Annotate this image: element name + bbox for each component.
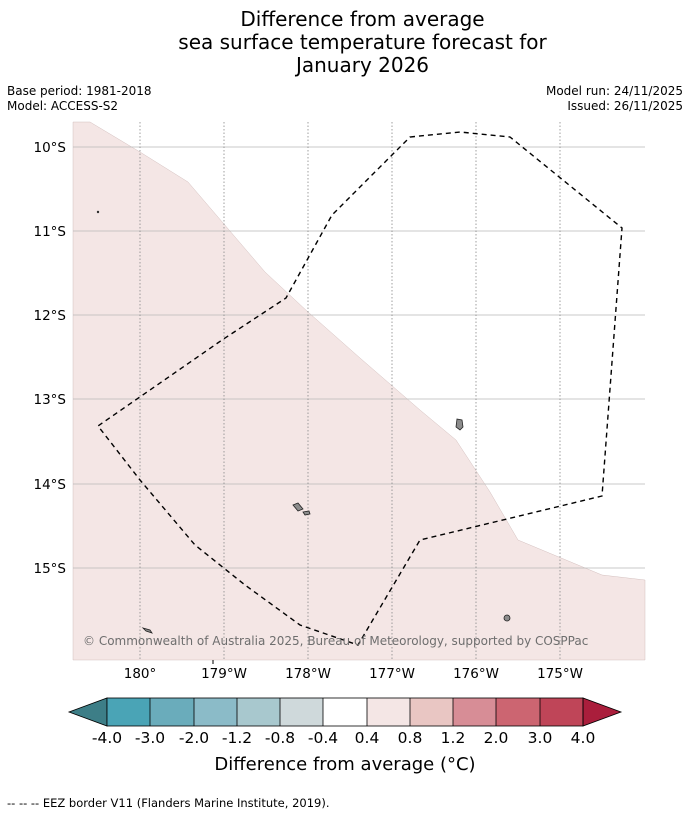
colorbar-tick-label: -0.8 [265,729,295,747]
colorbar-bin [367,698,410,726]
title-line-1: Difference from average [240,7,485,31]
issued-date: Issued: 26/11/2025 [567,99,683,113]
colorbar-bin [280,698,323,726]
meta-right: Model run: 24/11/2025 Issued: 26/11/2025 [546,84,683,114]
colorbar-tick-label: -2.0 [179,729,209,747]
map-title: Difference from average sea surface temp… [0,8,690,77]
colorbar-tick-label: 1.2 [441,729,466,747]
colorbar-tick-label: 4.0 [571,729,596,747]
colorbar-bin [453,698,496,726]
lat-label-11s: 11°S [34,224,67,240]
colorbar-tick-label: -0.4 [308,729,338,747]
lat-labels: 10°S 11°S 12°S 13°S 14°S 15°S [34,140,67,577]
colorbar-bin [540,698,583,726]
colorbar: -4.0 -3.0 -2.0 -1.2 -0.8 -0.4 0.4 0.8 1.… [67,697,623,747]
lat-label-15s: 15°S [34,561,67,577]
title-line-2: sea surface temperature forecast for [178,30,547,54]
islands [96,210,511,634]
colorbar-title: Difference from average (°C) [214,754,476,775]
lon-label-180: 180° [124,666,157,682]
meta-left: Base period: 1981-2018 Model: ACCESS-S2 [7,84,152,114]
lon-label-175w: 175°W [537,666,583,682]
island-tiny [96,210,100,214]
island-futuna [292,502,304,512]
colorbar-bin [150,698,194,726]
eez-footnote: -- -- -- EEZ border V11 (Flanders Marine… [7,796,330,810]
lon-gridlines [139,122,561,660]
colorbar-bin [107,698,150,726]
lon-label-178w: 178°W [285,666,331,682]
lon-label-177w: 177°W [369,666,415,682]
colorbar-bin [237,698,280,726]
colorbar-tick-label: -3.0 [135,729,165,747]
colorbar-bin [194,698,237,726]
island-wallis [455,418,464,431]
lat-label-12s: 12°S [34,308,67,324]
model-name: Model: ACCESS-S2 [7,99,119,113]
colorbar-tick-label: 2.0 [484,729,509,747]
lat-label-14s: 14°S [34,477,67,493]
base-period: Base period: 1981-2018 [7,84,152,98]
island-southwest [141,627,153,634]
lat-gridlines [73,146,645,569]
colorbar-tick-label: -1.2 [222,729,252,747]
island-niuafoou [503,614,511,622]
lat-label-13s: 13°S [34,392,67,408]
lat-label-10s: 10°S [34,140,67,156]
anomaly-area [72,121,646,661]
lon-labels: 180° 179°W 178°W 177°W 176°W 175°W [124,666,583,682]
copyright-notice: © Commonwealth of Australia 2025, Bureau… [83,634,588,648]
colorbar-tick-label: 0.8 [398,729,423,747]
lon-label-176w: 176°W [453,666,499,682]
model-run: Model run: 24/11/2025 [545,84,683,98]
colorbar-tick-label: -4.0 [92,729,122,747]
title-line-3: January 2026 [295,53,430,77]
island-alofi [302,510,311,516]
colorbar-bin [323,698,367,726]
colorbar-max-extension [582,697,623,727]
colorbar-tick-label: 0.4 [355,729,380,747]
lon-label-179w: 179°W [201,666,247,682]
colorbar-bin [410,698,453,726]
colorbar-min-extension [67,697,108,727]
colorbar-tick-label: 3.0 [528,729,553,747]
colorbar-bin [496,698,540,726]
